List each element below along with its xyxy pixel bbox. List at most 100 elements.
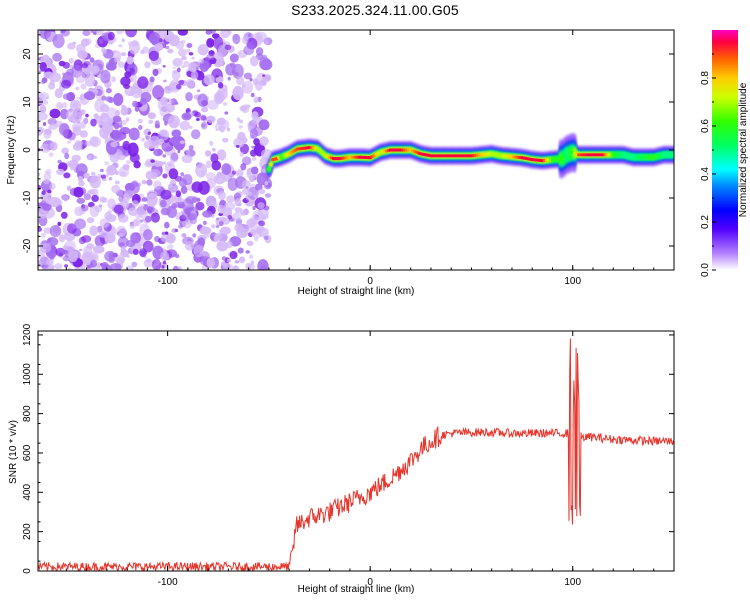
- noise-speckle: [213, 174, 226, 185]
- y-tick-label: 0: [22, 568, 33, 574]
- noise-speckle: [100, 112, 106, 119]
- noise-speckle: [206, 38, 215, 48]
- colorbar-tick-label: 0.6: [700, 119, 711, 133]
- noise-speckle: [151, 172, 158, 180]
- noise-speckle: [264, 193, 272, 198]
- noise-speckle: [184, 240, 195, 251]
- noise-speckle: [81, 235, 92, 243]
- noise-speckle: [132, 248, 139, 255]
- noise-speckle: [122, 140, 130, 151]
- spectrogram-xlabel: Height of straight line (km): [298, 286, 415, 297]
- noise-speckle: [224, 201, 236, 211]
- noise-speckle: [159, 130, 168, 137]
- noise-speckle: [178, 178, 188, 187]
- noise-speckle: [246, 240, 254, 247]
- noise-speckle: [109, 263, 122, 270]
- noise-speckle: [232, 85, 244, 101]
- noise-speckle: [245, 250, 250, 254]
- noise-speckle: [178, 224, 183, 229]
- noise-speckle: [87, 155, 92, 160]
- noise-speckle: [61, 102, 68, 109]
- noise-speckle: [84, 91, 96, 101]
- noise-speckle: [45, 200, 51, 205]
- noise-speckle: [251, 166, 259, 175]
- noise-speckle: [39, 30, 51, 40]
- noise-speckle: [243, 72, 252, 80]
- noise-speckle: [66, 185, 72, 191]
- noise-speckle: [116, 225, 127, 237]
- noise-speckle: [172, 66, 176, 70]
- noise-speckle: [188, 62, 197, 72]
- noise-speckle: [253, 138, 260, 146]
- noise-speckle: [78, 115, 82, 118]
- noise-speckle: [38, 70, 42, 73]
- noise-speckle: [220, 226, 231, 235]
- noise-speckle: [79, 93, 86, 101]
- noise-speckle: [46, 237, 59, 247]
- noise-speckle: [221, 163, 232, 175]
- noise-speckle: [181, 154, 193, 164]
- noise-speckle: [144, 61, 151, 69]
- noise-speckle: [245, 262, 252, 270]
- noise-speckle: [78, 141, 83, 145]
- noise-speckle: [86, 217, 95, 224]
- noise-speckle: [249, 215, 262, 225]
- noise-speckle: [234, 207, 242, 213]
- noise-speckle: [130, 232, 142, 244]
- noise-speckle: [212, 147, 216, 152]
- noise-speckle: [126, 56, 134, 65]
- noise-speckle: [58, 122, 70, 136]
- noise-speckle: [232, 63, 244, 79]
- noise-speckle: [150, 159, 155, 163]
- noise-speckle: [183, 60, 190, 68]
- noise-speckle: [110, 141, 118, 148]
- noise-speckle: [250, 260, 255, 265]
- y-tick-label: 800: [22, 405, 33, 422]
- chart-title: S233.2025.324.11.00.G05: [291, 2, 459, 18]
- noise-speckle: [111, 184, 121, 194]
- noise-speckle: [39, 62, 47, 72]
- noise-speckle: [98, 231, 107, 238]
- noise-speckle: [176, 67, 181, 73]
- noise-speckle: [206, 257, 215, 269]
- noise-speckle: [90, 259, 97, 268]
- noise-speckle: [128, 40, 141, 55]
- noise-speckle: [78, 180, 85, 187]
- noise-speckle: [203, 230, 210, 239]
- noise-speckle: [224, 44, 232, 51]
- noise-speckle: [251, 145, 255, 149]
- noise-speckle: [240, 211, 244, 215]
- noise-speckle: [134, 106, 140, 112]
- noise-speckle: [216, 36, 222, 43]
- noise-speckle: [230, 62, 236, 68]
- noise-speckle: [79, 121, 86, 129]
- noise-speckle: [252, 205, 256, 211]
- noise-speckle: [120, 76, 131, 87]
- noise-speckle: [148, 112, 155, 119]
- noise-speckle: [60, 236, 64, 239]
- colorbar-tick-label: 0.8: [700, 71, 711, 85]
- noise-speckle: [178, 79, 185, 85]
- noise-speckle: [176, 84, 182, 90]
- noise-speckle: [198, 58, 205, 64]
- noise-speckle: [93, 245, 105, 254]
- noise-speckle: [115, 110, 120, 116]
- colorbar-gradient: [712, 30, 738, 270]
- noise-speckle: [139, 97, 148, 106]
- noise-speckle: [111, 76, 116, 83]
- noise-speckle: [43, 171, 52, 181]
- noise-speckle: [55, 247, 66, 257]
- noise-speckle: [98, 38, 104, 44]
- noise-speckle: [188, 125, 193, 129]
- noise-speckle: [192, 233, 196, 238]
- noise-speckle: [206, 54, 215, 60]
- noise-speckle: [232, 33, 241, 45]
- noise-speckle: [227, 76, 231, 81]
- x-tick-label: 100: [564, 577, 581, 588]
- y-tick-label: 0: [22, 147, 33, 153]
- noise-speckle: [96, 74, 102, 79]
- noise-speckle: [125, 117, 130, 122]
- noise-speckle: [122, 119, 127, 126]
- noise-speckle: [82, 30, 91, 36]
- y-tick-label: 1200: [22, 323, 33, 346]
